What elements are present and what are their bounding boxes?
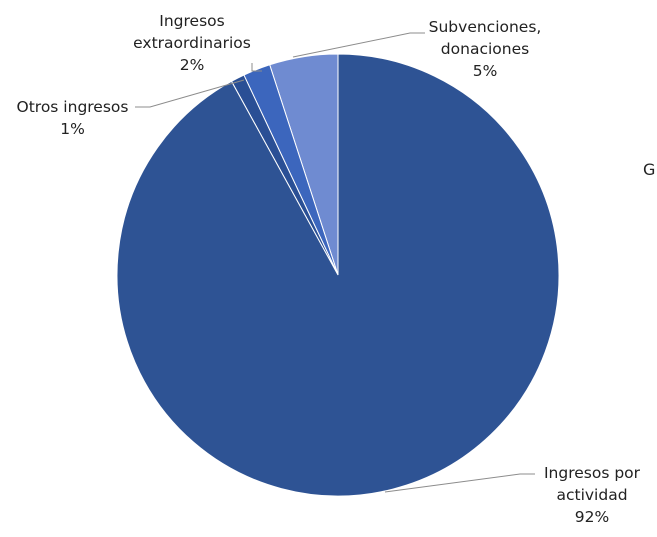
clipped-edge-text: G — [643, 160, 656, 179]
slice-label-actividad-line2: actividad — [556, 486, 628, 504]
pie-slices — [116, 53, 560, 497]
leader-line-otros — [135, 79, 245, 108]
slice-label-otros-line1: Otros ingresos — [16, 98, 129, 116]
slice-label-extraordinarios-line1: Ingresos — [159, 12, 225, 30]
slice-label-extraordinarios: Ingresos extraordinarios 2% — [125, 10, 259, 76]
slice-label-subvenciones-percent: 5% — [472, 62, 498, 80]
leader-line-subvenciones — [292, 32, 425, 58]
slice-label-subvenciones-line2: donaciones — [440, 40, 530, 58]
pie-slice-actividad — [116, 53, 560, 497]
leader-line-extraordinarios — [251, 63, 262, 72]
slice-label-subvenciones-line1: Subvenciones, — [428, 18, 542, 36]
slice-label-otros-percent: 1% — [60, 120, 85, 138]
slice-label-extraordinarios-percent: 2% — [179, 56, 205, 74]
leader-lines — [135, 32, 535, 493]
slice-label-subvenciones: Subvenciones, donaciones 5% — [426, 16, 544, 82]
slice-label-actividad-percent: 92% — [574, 508, 610, 526]
slice-label-extraordinarios-line2: extraordinarios — [133, 34, 251, 52]
slice-label-actividad-line1: Ingresos por — [543, 464, 641, 482]
leader-line-actividad — [384, 473, 535, 493]
slice-label-actividad: Ingresos por actividad 92% — [528, 462, 656, 528]
slice-label-otros: Otros ingresos 1% — [5, 96, 140, 140]
